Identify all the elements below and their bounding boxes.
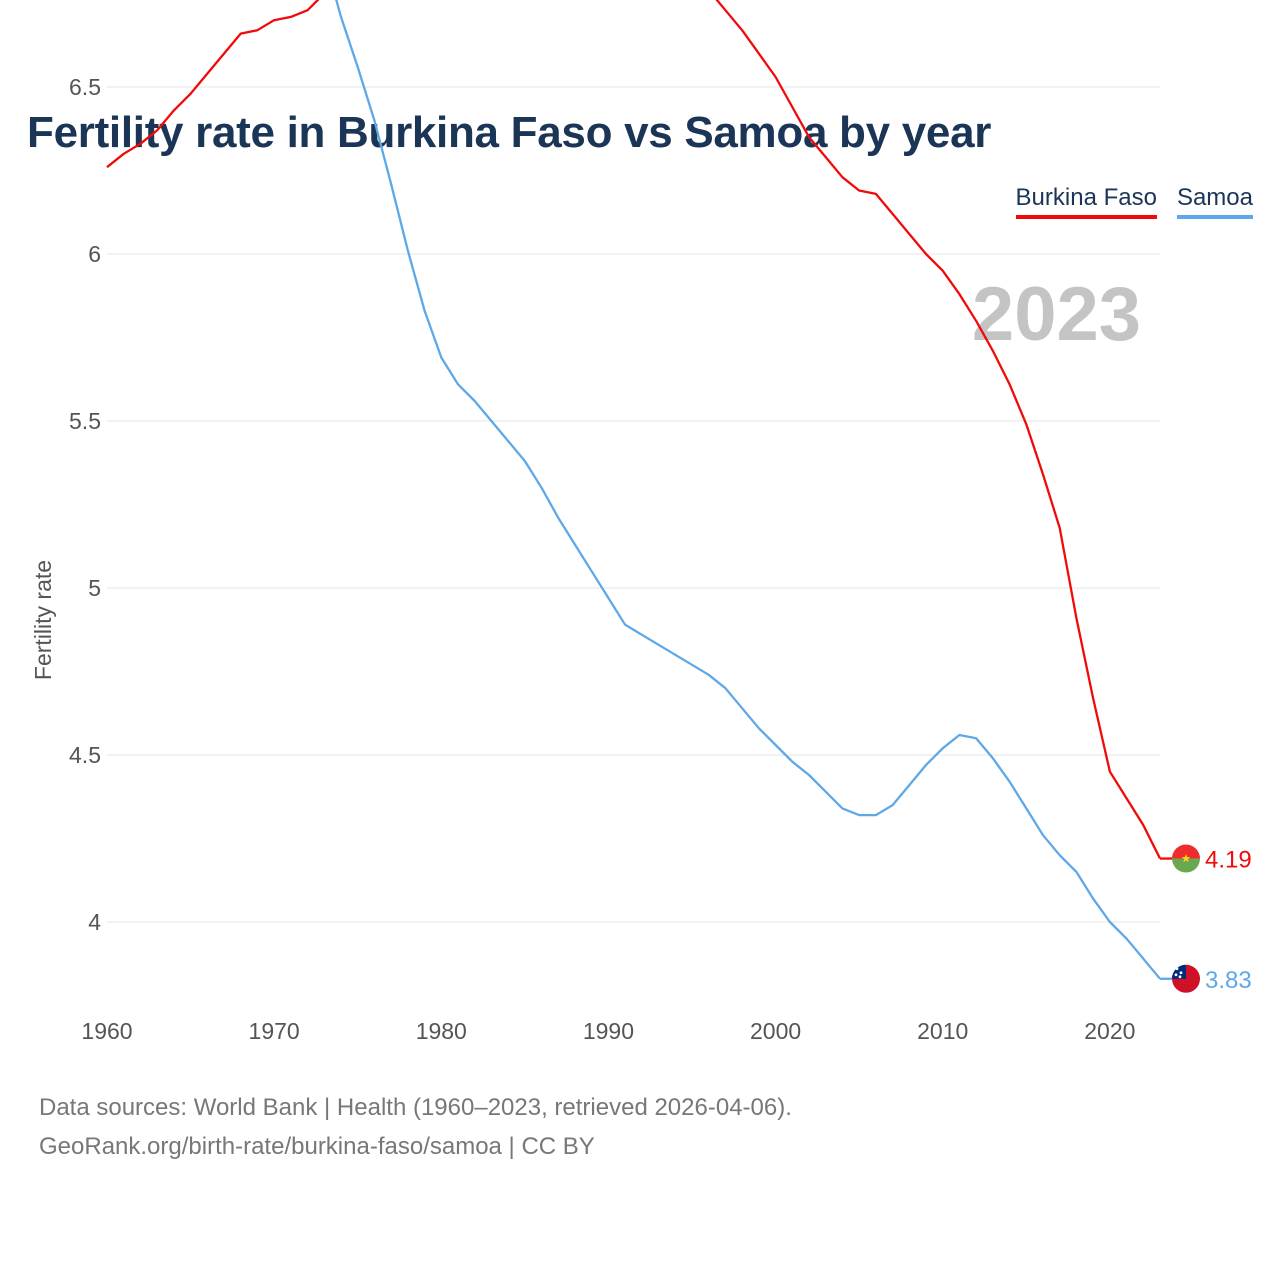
- end-markers: 4.19 3.83: [1160, 844, 1252, 994]
- series-lines: [106, 0, 1162, 980]
- x-tick-label: 1970: [249, 1018, 300, 1044]
- flag-icon-burkina-faso: [1172, 844, 1200, 873]
- series-line-samoa[interactable]: [107, 0, 1161, 980]
- end-value-label-burkina-faso: 4.19: [1205, 847, 1252, 874]
- line-chart: 44.555.566.577.5 19601970198019902000201…: [30, 0, 1252, 1044]
- x-tick-label: 2010: [917, 1018, 968, 1044]
- legend: Burkina Faso Samoa: [1015, 184, 1253, 219]
- data-sources-note: Data sources: World Bank | Health (1960–…: [39, 1094, 792, 1121]
- x-tick-label: 2000: [750, 1018, 801, 1044]
- y-tick-label: 6.5: [69, 74, 101, 100]
- x-tick-label: 2020: [1084, 1018, 1135, 1044]
- end-value-label-samoa: 3.83: [1205, 967, 1252, 994]
- chart-title: Fertility rate in Burkina Faso vs Samoa …: [27, 108, 992, 157]
- source-url[interactable]: GeoRank.org/birth-rate/burkina-faso/samo…: [39, 1133, 595, 1160]
- x-tick-label: 1960: [81, 1018, 132, 1044]
- y-axis-label: Fertility rate: [30, 560, 56, 680]
- legend-item-samoa[interactable]: Samoa: [1176, 184, 1253, 219]
- x-axis-ticks: 1960 1970 1980 1990 2000 2010 2020: [81, 1018, 1135, 1044]
- series-line-burkina-faso[interactable]: [106, 0, 1162, 860]
- year-label: 2023: [972, 272, 1141, 357]
- y-tick-label: 6: [88, 241, 101, 267]
- y-tick-label: 5.5: [69, 408, 101, 434]
- y-axis-ticks: 44.555.566.577.5: [69, 74, 101, 935]
- x-tick-label: 1990: [583, 1018, 634, 1044]
- footer: Data sources: World Bank | Health (1960–…: [39, 1088, 792, 1166]
- gridlines: [107, 86, 1160, 923]
- x-tick-label: 1980: [416, 1018, 467, 1044]
- y-tick-label: 4: [88, 909, 101, 935]
- legend-item-burkina-faso[interactable]: Burkina Faso: [1015, 184, 1157, 219]
- y-tick-label: 4.5: [69, 742, 101, 768]
- flag-icon-samoa: [1172, 964, 1200, 993]
- y-tick-label: 5: [88, 575, 101, 601]
